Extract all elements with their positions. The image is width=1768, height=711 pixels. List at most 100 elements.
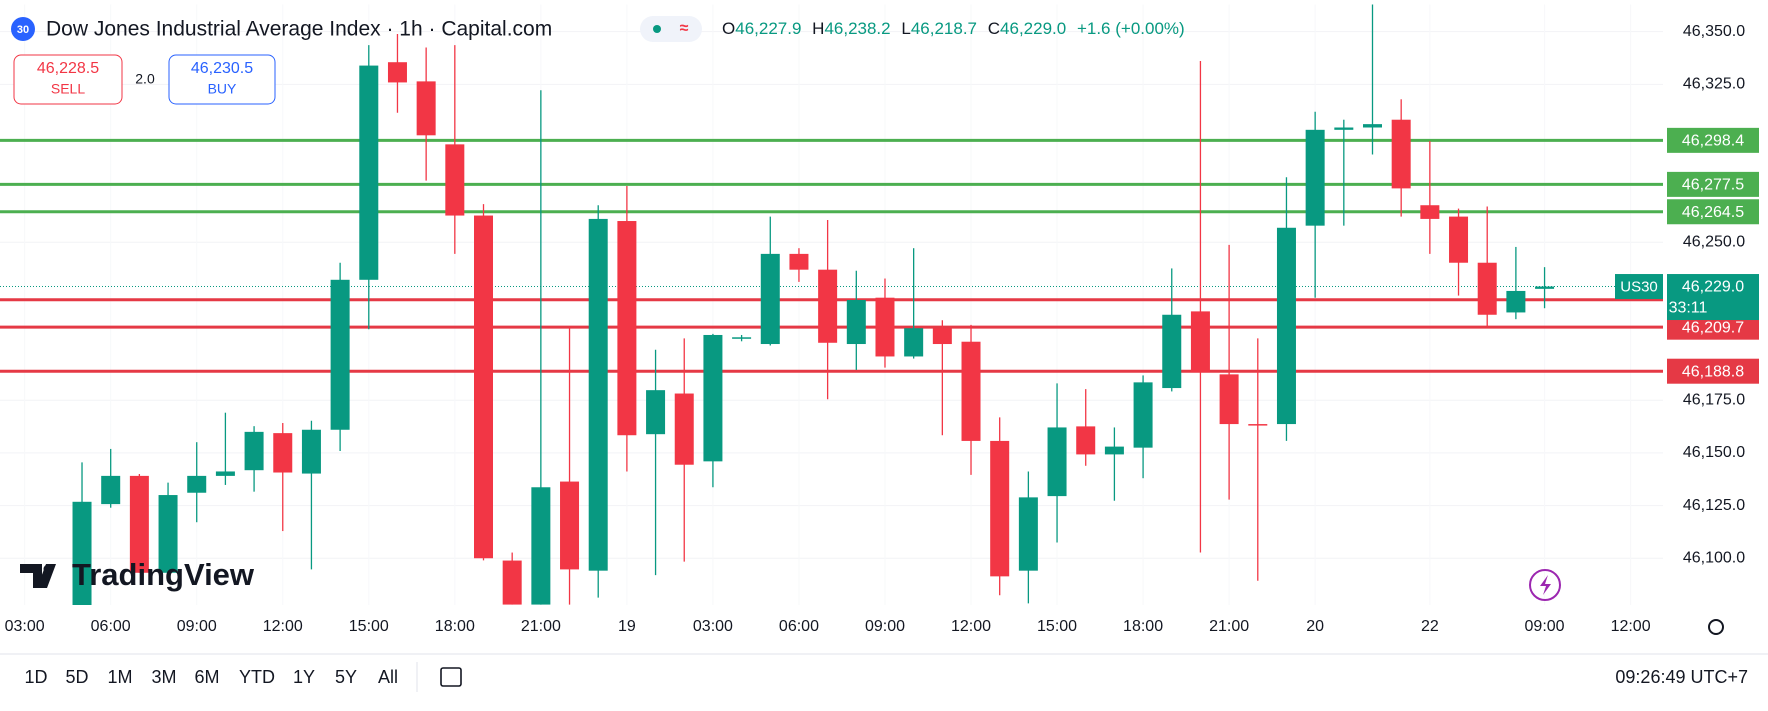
candle-body	[129, 475, 149, 573]
settings-icon[interactable]	[1708, 619, 1724, 635]
candle-body	[502, 560, 522, 605]
x-tick-label: 09:00	[1525, 618, 1565, 635]
ohlc-value: 46,227.9	[735, 19, 801, 38]
symbol-badge[interactable]	[11, 17, 35, 41]
candle-body	[818, 269, 838, 343]
x-tick-label: 03:00	[5, 618, 45, 635]
candle-body	[1506, 290, 1526, 313]
y-tick-label: 46,125.0	[1683, 497, 1745, 514]
status-icon: ≈	[680, 20, 689, 37]
alert-bolt	[1540, 575, 1551, 595]
badge-text: 30	[17, 24, 29, 36]
x-tick-label: 21:00	[1209, 618, 1249, 635]
price-axis: 46,350.0 46,325.0 46,250.0 46,175.0 46,150.0…	[1615, 23, 1759, 566]
x-tick-label: 15:00	[349, 618, 389, 635]
level-label-box	[1667, 171, 1759, 197]
x-tick-label: 12:00	[951, 618, 991, 635]
range-button[interactable]: 6M	[194, 667, 219, 687]
x-tick-label: 06:00	[779, 618, 819, 635]
candle-body	[474, 215, 494, 559]
y-tick-label: 46,175.0	[1683, 391, 1745, 408]
logo: TradingView	[72, 557, 255, 592]
candle-body	[1219, 374, 1239, 425]
candle-body	[560, 481, 580, 570]
candle-body	[158, 495, 178, 573]
ohlc: O46,227.9 H46,238.2 L46,218.7 C46,229.0 …	[722, 19, 1185, 38]
candle-body	[760, 253, 780, 345]
candle-body	[932, 328, 952, 345]
level-label: 46,264.5	[1682, 204, 1744, 221]
x-tick-label: 09:00	[177, 618, 217, 635]
chart-title[interactable]: Dow Jones Industrial Average Index · 1h …	[46, 18, 552, 41]
level-label: 46,188.8	[1682, 363, 1744, 380]
level-label-box	[1667, 358, 1759, 384]
status-dot	[653, 25, 661, 33]
candle-body	[990, 440, 1010, 577]
buy-label: BUY	[208, 81, 237, 97]
candle-body	[531, 487, 551, 605]
candle-body	[789, 253, 809, 270]
candle-body	[1477, 262, 1497, 315]
candle-body	[215, 471, 235, 476]
candle-body	[1276, 227, 1296, 425]
range-button[interactable]: 5D	[65, 667, 88, 687]
candle-body	[445, 144, 465, 216]
sell-price: 46,228.5	[37, 60, 99, 77]
compare-icon[interactable]	[440, 667, 462, 687]
candle-body	[244, 431, 264, 471]
candle-body	[904, 328, 924, 357]
candle-body	[1162, 314, 1182, 389]
candle-body	[1133, 382, 1153, 448]
sell-label: SELL	[51, 81, 85, 97]
candle-body	[359, 65, 379, 280]
candle-body	[617, 221, 637, 436]
y-tick-label: 46,250.0	[1683, 234, 1745, 251]
range-button[interactable]: 1D	[24, 667, 47, 687]
ohlc-value: 46,218.7	[911, 19, 977, 38]
candle-body	[416, 81, 436, 136]
ohlc-key: H	[812, 19, 824, 38]
change: +1.6 (+0.00%)	[1077, 19, 1185, 38]
level-label-box	[1667, 199, 1759, 225]
sell-button[interactable]	[13, 54, 123, 105]
candle-body	[1535, 286, 1555, 289]
candle-body	[1362, 124, 1382, 128]
range-button[interactable]: YTD	[239, 667, 275, 687]
symbol-box	[1615, 274, 1663, 300]
candle-body	[1047, 427, 1067, 497]
x-tick-label: 20	[1306, 618, 1324, 635]
candle-body	[1248, 424, 1268, 426]
last-price-label: 46,229.0	[1682, 279, 1744, 296]
candle-body	[674, 393, 694, 465]
y-tick-label: 46,150.0	[1683, 444, 1745, 461]
x-tick-label: 15:00	[1037, 618, 1077, 635]
x-tick-label: 09:00	[865, 618, 905, 635]
range-button[interactable]: 3M	[151, 667, 176, 687]
range-button[interactable]: 1Y	[293, 667, 315, 687]
x-tick-label: 21:00	[521, 618, 561, 635]
candle-body	[1449, 216, 1469, 263]
candle-body	[846, 300, 866, 345]
candle-body	[1334, 127, 1354, 130]
indicator-pill[interactable]	[640, 16, 702, 42]
buy-price: 46,230.5	[191, 60, 253, 77]
range-button[interactable]: All	[378, 667, 398, 687]
level-label: 46,209.7	[1682, 319, 1744, 336]
ohlc-value: 46,229.0	[1000, 19, 1066, 38]
candle-body	[187, 475, 207, 493]
candle-body	[646, 390, 666, 435]
level-label: 46,298.4	[1682, 133, 1744, 150]
candle-body	[588, 218, 608, 571]
x-tick-label: 12:00	[263, 618, 303, 635]
y-tick-label: 46,100.0	[1683, 549, 1745, 566]
x-tick-label: 22	[1421, 618, 1439, 635]
x-tick-label: 18:00	[435, 618, 475, 635]
buy-button[interactable]	[168, 54, 276, 105]
alert-icon[interactable]	[1529, 569, 1561, 601]
x-tick-label: 06:00	[91, 618, 131, 635]
range-button[interactable]: 1M	[107, 667, 132, 687]
candle-body	[875, 297, 895, 357]
range-button[interactable]: 5Y	[335, 667, 357, 687]
